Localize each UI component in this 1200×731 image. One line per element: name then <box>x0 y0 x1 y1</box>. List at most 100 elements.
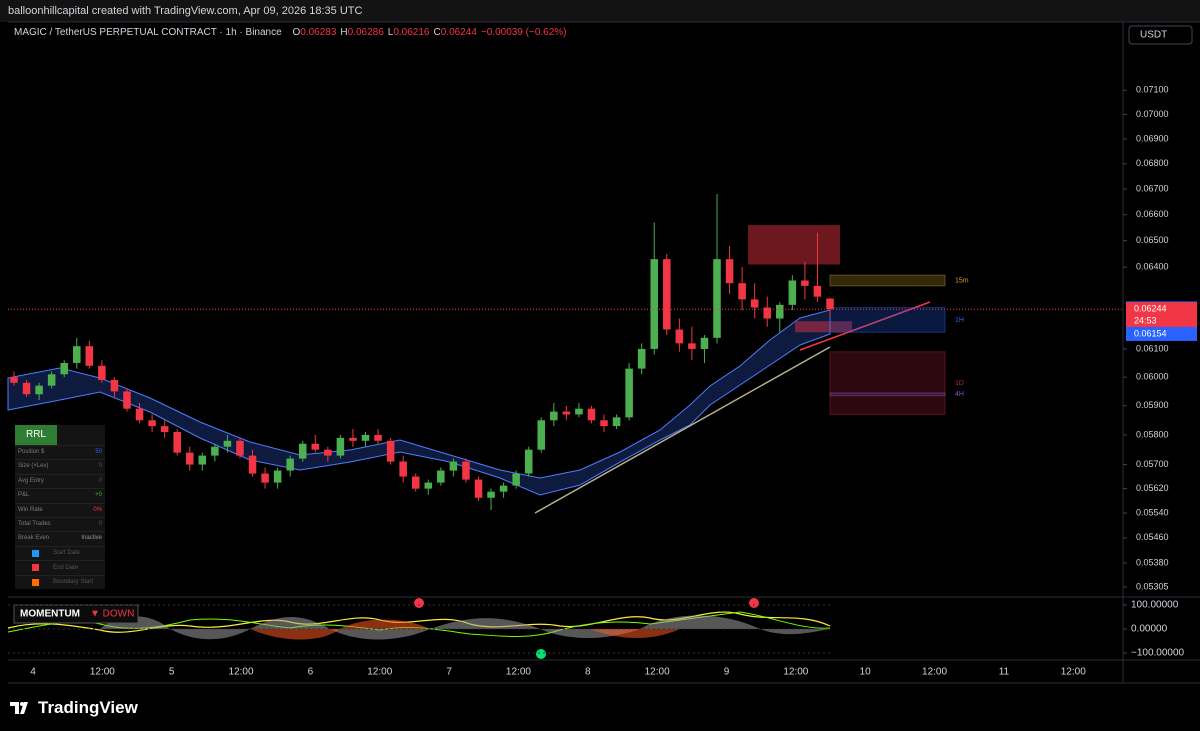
logo-icon <box>10 702 28 714</box>
x-tick-label: 8 <box>585 667 591 678</box>
ohlc-key: H <box>340 27 348 38</box>
candle-body <box>813 285 822 297</box>
candle-body <box>399 461 407 477</box>
x-tick-label: 12:00 <box>367 667 392 678</box>
zone-label: 1D <box>955 380 964 387</box>
ohlc-value: 0.06216 <box>393 27 430 38</box>
rrl-row: Break Even Inactive <box>15 531 105 545</box>
rrl-row: Total Trades 0 <box>15 516 105 531</box>
candle-body <box>35 385 43 395</box>
candle-body <box>211 446 219 456</box>
momentum-histogram <box>100 615 830 640</box>
rrl-label: P&L <box>18 492 30 499</box>
candle-body <box>411 476 420 489</box>
price-label-text: 0.06154 <box>1134 328 1167 338</box>
y-tick-label: 0.06100 <box>1136 343 1169 353</box>
color-swatch <box>32 578 39 586</box>
brand: TradingView <box>38 698 138 717</box>
candle-body <box>261 473 269 483</box>
y-tick-label: 0.05800 <box>1136 429 1169 439</box>
candle-body <box>85 346 94 366</box>
x-tick-label: 12:00 <box>90 667 115 678</box>
candle-body <box>449 461 458 471</box>
rrl-swatch: End Date <box>15 560 105 574</box>
rrl-label: Avg Entry <box>18 477 44 484</box>
candle-body <box>650 259 659 349</box>
candle-body <box>60 362 68 375</box>
candle-body <box>663 259 671 330</box>
color-swatch <box>32 564 39 572</box>
candle-body <box>776 304 784 319</box>
momentum-tick-label: 0.00000 <box>1131 624 1168 635</box>
x-tick-label: 12:00 <box>922 667 947 678</box>
candle-body <box>324 449 332 456</box>
candle-body <box>725 259 734 284</box>
rrl-value: 50 <box>95 449 102 455</box>
x-tick-label: 10 <box>860 667 872 678</box>
ohlc-value: 0.06286 <box>347 27 384 38</box>
candle-body <box>336 437 345 456</box>
candle-body <box>487 491 495 498</box>
candle-body <box>185 452 194 465</box>
rrl-label: Position $ <box>18 449 45 455</box>
signal-dot <box>749 598 759 608</box>
color-swatch <box>32 549 39 557</box>
candle-body <box>236 440 244 456</box>
candle-body <box>47 374 56 386</box>
price-label <box>1126 302 1197 329</box>
countdown: 24:53 <box>1134 316 1157 326</box>
ohlc-value: 0.06244 <box>440 27 477 38</box>
candle-body <box>462 461 470 480</box>
candle-body <box>550 411 558 421</box>
candle-body <box>600 420 608 427</box>
x-tick-label: 12:00 <box>229 667 254 678</box>
rrl-swatch-label: Boundary Start <box>53 579 94 586</box>
zone <box>829 274 946 287</box>
candle-body <box>700 337 709 349</box>
rrl-label: Break Even <box>18 535 50 542</box>
top-bar <box>0 0 1200 22</box>
price-label-text: 0.06244 <box>1134 304 1167 314</box>
x-tick-label: 9 <box>724 667 730 678</box>
candle-body <box>386 440 395 462</box>
y-tick-label: 0.06800 <box>1136 158 1169 168</box>
rrl-label: Size (×Lev) <box>18 463 49 470</box>
candle-body <box>160 426 169 432</box>
x-tick-label: 12:00 <box>783 667 808 678</box>
candle-body <box>612 417 621 427</box>
supply-zone <box>795 321 852 333</box>
rrl-swatch-label: End Date <box>53 564 79 571</box>
candle-body <box>248 455 257 474</box>
y-tick-label: 0.05700 <box>1136 459 1169 469</box>
rrl-row: Size (×Lev) 0 <box>15 459 105 473</box>
ohlc-key: O <box>292 27 301 38</box>
candle-body <box>349 437 357 441</box>
ohlc-key: L <box>387 27 394 38</box>
candle-body <box>788 280 797 305</box>
zone-label: 15m <box>955 277 969 284</box>
signal-dot <box>414 598 424 608</box>
zone <box>829 307 946 333</box>
candle-body <box>688 343 696 349</box>
candle-body <box>223 440 232 447</box>
trendline <box>534 346 831 514</box>
currency: USDT <box>1140 30 1167 41</box>
x-tick-label: 5 <box>169 667 175 678</box>
rrl-title: RRL <box>15 425 57 445</box>
rrl-value: 0 <box>98 520 102 527</box>
candle-body <box>424 482 433 489</box>
trend-band <box>7 309 831 496</box>
currency-button[interactable] <box>1128 25 1193 45</box>
y-tick-label: 0.06600 <box>1136 209 1169 219</box>
candle-body <box>374 434 382 441</box>
momentum-histogram <box>250 619 680 640</box>
zone <box>829 392 946 397</box>
candle-body <box>537 420 546 450</box>
rrl-panel: RRL Position $ 50 Size (×Lev) 0 Avg Entry 0 P&… <box>15 425 105 589</box>
y-tick-label: 0.06500 <box>1136 235 1169 245</box>
ohlc-value: 0.06283 <box>300 27 337 38</box>
x-tick-label: 6 <box>308 667 314 678</box>
rrl-label: Total Trades <box>18 520 51 527</box>
rrl-value: Inactive <box>81 535 102 542</box>
